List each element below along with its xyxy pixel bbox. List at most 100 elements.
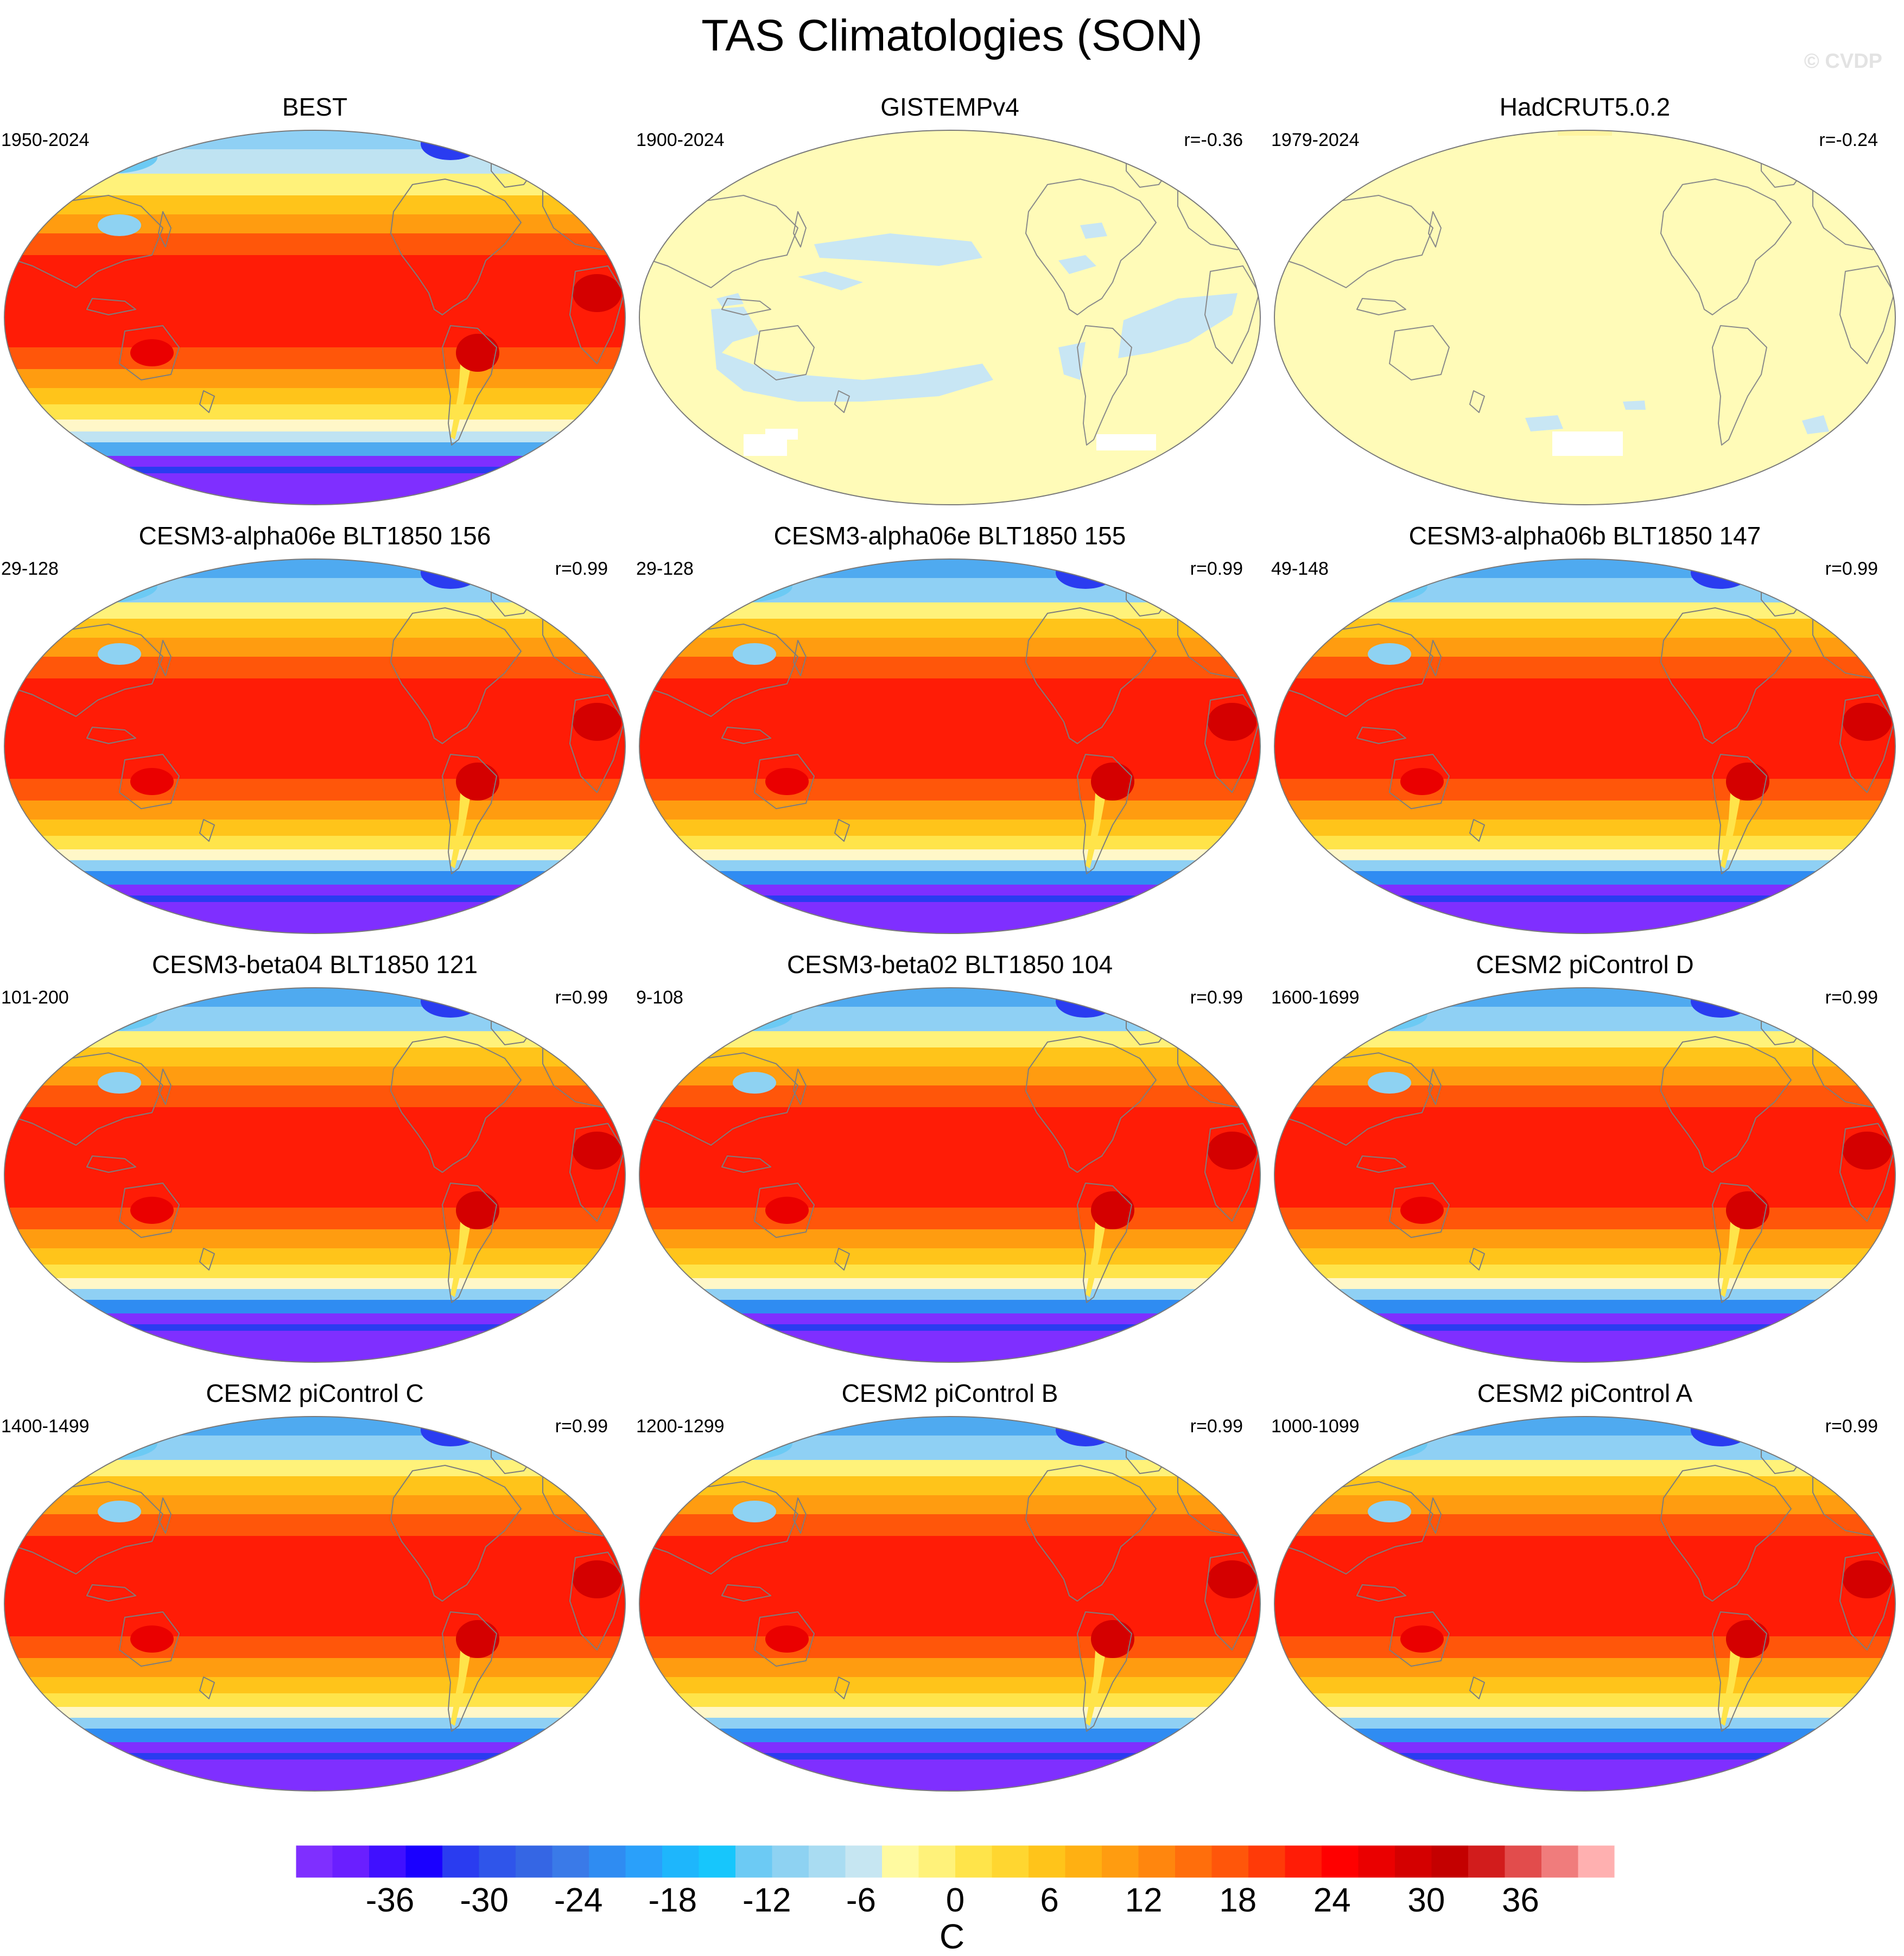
panel-title: CESM3-beta02 BLT1850 104 (786, 950, 1113, 979)
tibetan-plateau-patch (98, 1072, 141, 1094)
map-panel: CESM3-beta02 BLT1850 104 9-108 r=0.99 (635, 950, 1265, 1373)
panel-title: CESM2 piControl D (1476, 950, 1694, 979)
colorbar-unit-label: C (939, 1917, 965, 1956)
colorbar-tick-label: -30 (460, 1882, 509, 1916)
panel-period: 1200-1299 (636, 1416, 725, 1437)
climatology-map (638, 558, 1261, 934)
panel-title: CESM3-alpha06b BLT1850 147 (1408, 522, 1761, 550)
map-border (638, 987, 1261, 1363)
map-panel: CESM3-alpha06e BLT1850 156 29-128 r=0.99 (0, 521, 630, 944)
colorbar-swatch (845, 1845, 883, 1878)
colorbar-tick-label: 36 (1502, 1882, 1539, 1916)
panel-title: GISTEMPv4 (880, 93, 1019, 121)
climatology-map (3, 558, 626, 934)
colorbar-swatch (809, 1845, 846, 1878)
colorbar-swatch (1395, 1845, 1432, 1878)
colorbar-swatch (992, 1845, 1029, 1878)
colorbar-swatch (955, 1845, 993, 1878)
coastlines (10, 577, 625, 874)
panel-correlation: r=0.99 (1190, 987, 1243, 1008)
tibetan-plateau-patch (1368, 1501, 1411, 1522)
panel-period: 1979-2024 (1271, 130, 1360, 150)
panel-correlation: r=0.99 (555, 558, 608, 579)
map-panel: CESM3-alpha06b BLT1850 147 49-148 r=0.99 (1270, 521, 1900, 944)
climatology-map (1273, 558, 1896, 934)
colorbar-swatch (1029, 1845, 1066, 1878)
panel-correlation: r=0.99 (1825, 558, 1878, 579)
map-panel: CESM2 piControl C 1400-1499 r=0.99 (0, 1379, 630, 1802)
panel-period: 1400-1499 (1, 1416, 90, 1437)
climatology-map (638, 130, 1261, 505)
map-panel: HadCRUT5.0.2 1979-2024 r=-0.24 (1270, 92, 1900, 516)
colorbar-swatch (625, 1845, 663, 1878)
colorbar-swatch (369, 1845, 407, 1878)
panel-title: CESM2 piControl A (1477, 1379, 1693, 1407)
colorbar-tick-label: -36 (366, 1882, 415, 1916)
panel-period: 1900-2024 (636, 130, 725, 150)
coastlines (645, 577, 1260, 874)
colorbar: -36 -30 -24 -18 -12 -6 0 6 12 18 24 30 36 (295, 1845, 1615, 1916)
panel-title: CESM3-beta04 BLT1850 121 (151, 950, 478, 979)
panel-correlation: r=-0.36 (1184, 130, 1243, 150)
coastlines (645, 1006, 1260, 1303)
climatology-map (3, 987, 626, 1363)
map-border (3, 130, 626, 505)
colorbar-swatch (1322, 1845, 1359, 1878)
map-border (3, 1416, 626, 1792)
colorbar-tick-label: -24 (554, 1882, 603, 1916)
panel-correlation: r=0.99 (1190, 558, 1243, 579)
colorbar-swatch (662, 1845, 700, 1878)
figure-title: TAS Climatologies (SON) (701, 11, 1203, 60)
panel-period: 29-128 (636, 558, 694, 579)
colorbar-tick-label: -18 (648, 1882, 697, 1916)
panel-correlation: r=0.99 (555, 987, 608, 1008)
panel-correlation: r=0.99 (1825, 987, 1878, 1008)
map-border (1273, 987, 1896, 1363)
map-border (638, 1416, 1261, 1792)
map-border (1273, 1416, 1896, 1792)
tibetan-plateau-patch (733, 1501, 776, 1522)
colorbar-swatch (1248, 1845, 1286, 1878)
climatology-map (638, 1416, 1261, 1792)
panel-title: HadCRUT5.0.2 (1499, 93, 1671, 121)
map-border (1273, 558, 1896, 934)
colorbar-swatch (442, 1845, 480, 1878)
map-border (1273, 130, 1896, 505)
colorbar-tick-label: -12 (742, 1882, 791, 1916)
colorbar-swatch (589, 1845, 626, 1878)
map-panel: GISTEMPv4 1900-2024 r=-0.36 (635, 92, 1265, 516)
tibetan-plateau-patch (98, 214, 141, 236)
coastlines (1280, 149, 1895, 446)
colorbar-tick-label: 30 (1407, 1882, 1445, 1916)
colorbar-swatch (1175, 1845, 1213, 1878)
panel-title: CESM2 piControl C (206, 1379, 424, 1407)
tibetan-plateau-patch (1368, 1072, 1411, 1094)
colorbar-swatch (1358, 1845, 1395, 1878)
panel-period: 9-108 (636, 987, 683, 1008)
colorbar-swatch (405, 1845, 443, 1878)
colorbar-swatch (1285, 1845, 1322, 1878)
colorbar-tick-label: 24 (1313, 1882, 1351, 1916)
colorbar-swatch (1431, 1845, 1469, 1878)
colorbar-swatch (918, 1845, 956, 1878)
map-panel: CESM3-beta04 BLT1850 121 101-200 r=0.99 (0, 950, 630, 1373)
panel-title: CESM2 piControl B (841, 1379, 1058, 1407)
colorbar-swatch (699, 1845, 736, 1878)
panel-title: BEST (282, 93, 348, 121)
colorbar-tick-label: 0 (946, 1882, 964, 1916)
colorbar-swatch (479, 1845, 516, 1878)
map-panel: BEST 1950-2024 (0, 92, 630, 516)
colorbar-tick-label: 12 (1125, 1882, 1163, 1916)
panel-period: 29-128 (1, 558, 59, 579)
tibetan-plateau-patch (1368, 643, 1411, 665)
colorbar-swatch (1578, 1845, 1615, 1878)
panel-period: 49-148 (1271, 558, 1329, 579)
colorbar-swatch (552, 1845, 589, 1878)
colorbar-swatch (1102, 1845, 1139, 1878)
colorbar-swatch (1468, 1845, 1506, 1878)
map-panel: CESM2 piControl A 1000-1099 r=0.99 (1270, 1379, 1900, 1802)
colorbar-swatch (772, 1845, 809, 1878)
colorbar-swatch (735, 1845, 773, 1878)
colorbar-swatch (296, 1845, 333, 1878)
colorbar-swatch (1211, 1845, 1249, 1878)
